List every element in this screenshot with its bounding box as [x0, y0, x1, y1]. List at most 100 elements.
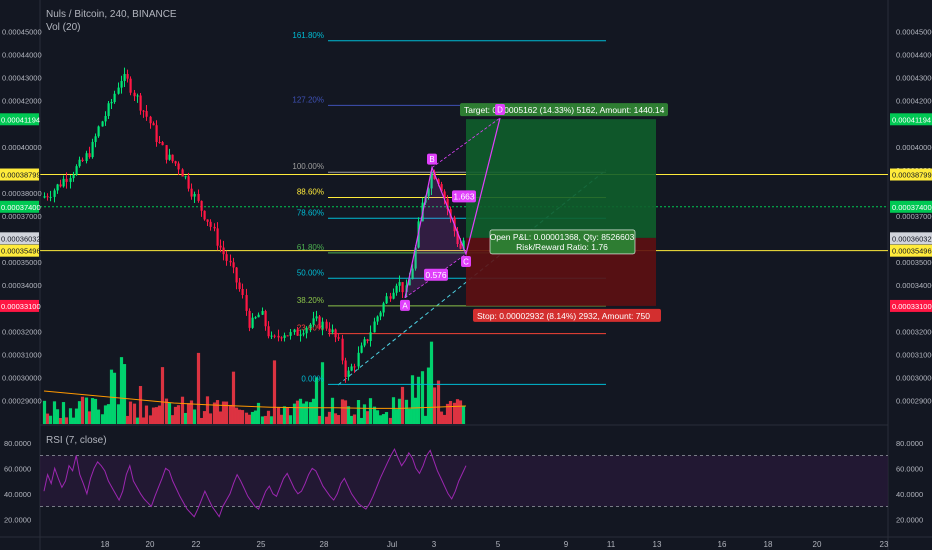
candle-down	[155, 125, 158, 142]
candle-up	[136, 95, 139, 97]
x-tick: 11	[607, 540, 616, 549]
left-price-label: 0.00033100	[1, 302, 41, 311]
volume-bar	[58, 417, 63, 424]
volume-bar	[80, 396, 85, 424]
volume-bar	[311, 398, 316, 424]
candle-down	[145, 111, 148, 117]
volume-bar	[429, 341, 434, 424]
volume-bar	[407, 408, 412, 424]
volume-bar	[237, 409, 242, 424]
candle-down	[267, 326, 270, 337]
volume-bar	[423, 415, 428, 424]
right-price-label-bg	[890, 200, 932, 213]
volume-bar	[202, 411, 207, 424]
candle-down	[222, 247, 225, 255]
volume-bar	[263, 415, 268, 424]
long-position-tool[interactable]: Target: 0.00005162 (14.33%) 5162, Amount…	[460, 103, 668, 322]
candle-up	[379, 312, 382, 317]
left-price-label: 0.00036032	[1, 234, 41, 243]
right-price-label: 0.00037400	[892, 203, 932, 212]
harmonic-pattern[interactable]: A B C D 0.576 1.663	[400, 104, 505, 311]
left-price-label-bg	[0, 299, 39, 312]
volume-bars	[42, 341, 467, 424]
volume-bar	[90, 398, 95, 424]
candle-down	[133, 92, 136, 97]
volume-bar	[343, 400, 348, 424]
candle-down	[264, 311, 267, 327]
volume-bar	[340, 399, 345, 424]
candle-down	[440, 184, 443, 192]
volume-bar	[183, 412, 188, 424]
candle-down	[46, 196, 49, 198]
candle-up	[184, 176, 187, 178]
volume-bar	[100, 414, 105, 424]
candle-down	[81, 159, 84, 161]
x-tick: 25	[257, 540, 266, 549]
pattern-bd-line	[431, 117, 501, 168]
candle-down	[181, 169, 184, 177]
right-y-tick: 0.00037000	[896, 212, 932, 221]
candle-up	[94, 136, 97, 142]
candle-up	[53, 190, 56, 197]
volume-ma-line	[43, 390, 467, 409]
volume-bar	[68, 408, 73, 424]
volume-bar	[388, 417, 393, 424]
candle-down	[59, 184, 62, 187]
volume-bar	[365, 411, 370, 424]
volume-bar	[192, 409, 197, 424]
candle-down	[401, 282, 404, 293]
volume-bar	[404, 399, 409, 424]
x-tick: 20	[146, 540, 155, 549]
right-y-tick: 0.00043000	[896, 74, 932, 83]
volume-bar	[141, 417, 146, 424]
candle-up	[123, 74, 126, 82]
candle-down	[209, 221, 212, 227]
volume-bar	[256, 402, 261, 424]
pattern-point-a-bg	[400, 299, 410, 311]
fib-level-label: 61.80%	[297, 243, 324, 252]
volume-bar	[135, 417, 140, 424]
right-y-tick: 0.00045000	[896, 28, 932, 37]
rsi-left-tick: 40.0000	[4, 490, 31, 499]
volume-bar	[244, 412, 249, 424]
candle-up	[257, 314, 260, 318]
right-y-tick: 0.00034000	[896, 281, 932, 290]
symbol-title[interactable]: Nuls / Bitcoin, 240, BINANCE	[46, 9, 177, 20]
volume-bar	[64, 417, 69, 424]
volume-indicator-label[interactable]: Vol (20)	[46, 22, 81, 33]
volume-bar	[269, 416, 274, 424]
x-tick: 3	[432, 540, 437, 549]
fib-level-label: 161.80%	[292, 31, 324, 40]
volume-bar	[279, 414, 284, 424]
ratio-label: 1.663	[453, 191, 475, 201]
target-label: Target: 0.00005162 (14.33%) 5162, Amount…	[464, 105, 665, 115]
volume-bar	[352, 414, 357, 424]
candle-up	[283, 335, 286, 338]
volume-bar	[186, 403, 191, 424]
candle-up	[331, 329, 334, 333]
volume-bar	[317, 415, 322, 424]
candle-down	[341, 338, 344, 361]
x-tick: 23	[880, 540, 889, 549]
volume-bar	[199, 417, 204, 424]
volume-bar	[378, 415, 383, 424]
volume-bar	[439, 411, 444, 424]
rsi-indicator-label[interactable]: RSI (7, close)	[46, 435, 107, 446]
candle-up	[392, 292, 395, 299]
fib-level-label: 78.60%	[297, 208, 324, 217]
fib-level-label: 100.00%	[292, 162, 324, 171]
price-axes: 0.00045000 0.00044000 0.00043000 0.00042000…	[0, 28, 932, 405]
candle-up	[315, 316, 318, 319]
candle-down	[203, 210, 206, 220]
volume-bar	[167, 402, 172, 424]
rsi-left-tick: 60.0000	[4, 464, 31, 473]
volume-bar	[445, 403, 450, 424]
candle-up	[43, 196, 46, 198]
volume-bar	[93, 398, 98, 424]
candle-up	[373, 321, 376, 333]
right-price-label-bg	[890, 232, 932, 245]
volume-bar	[157, 405, 162, 424]
volume-bar	[170, 415, 175, 424]
